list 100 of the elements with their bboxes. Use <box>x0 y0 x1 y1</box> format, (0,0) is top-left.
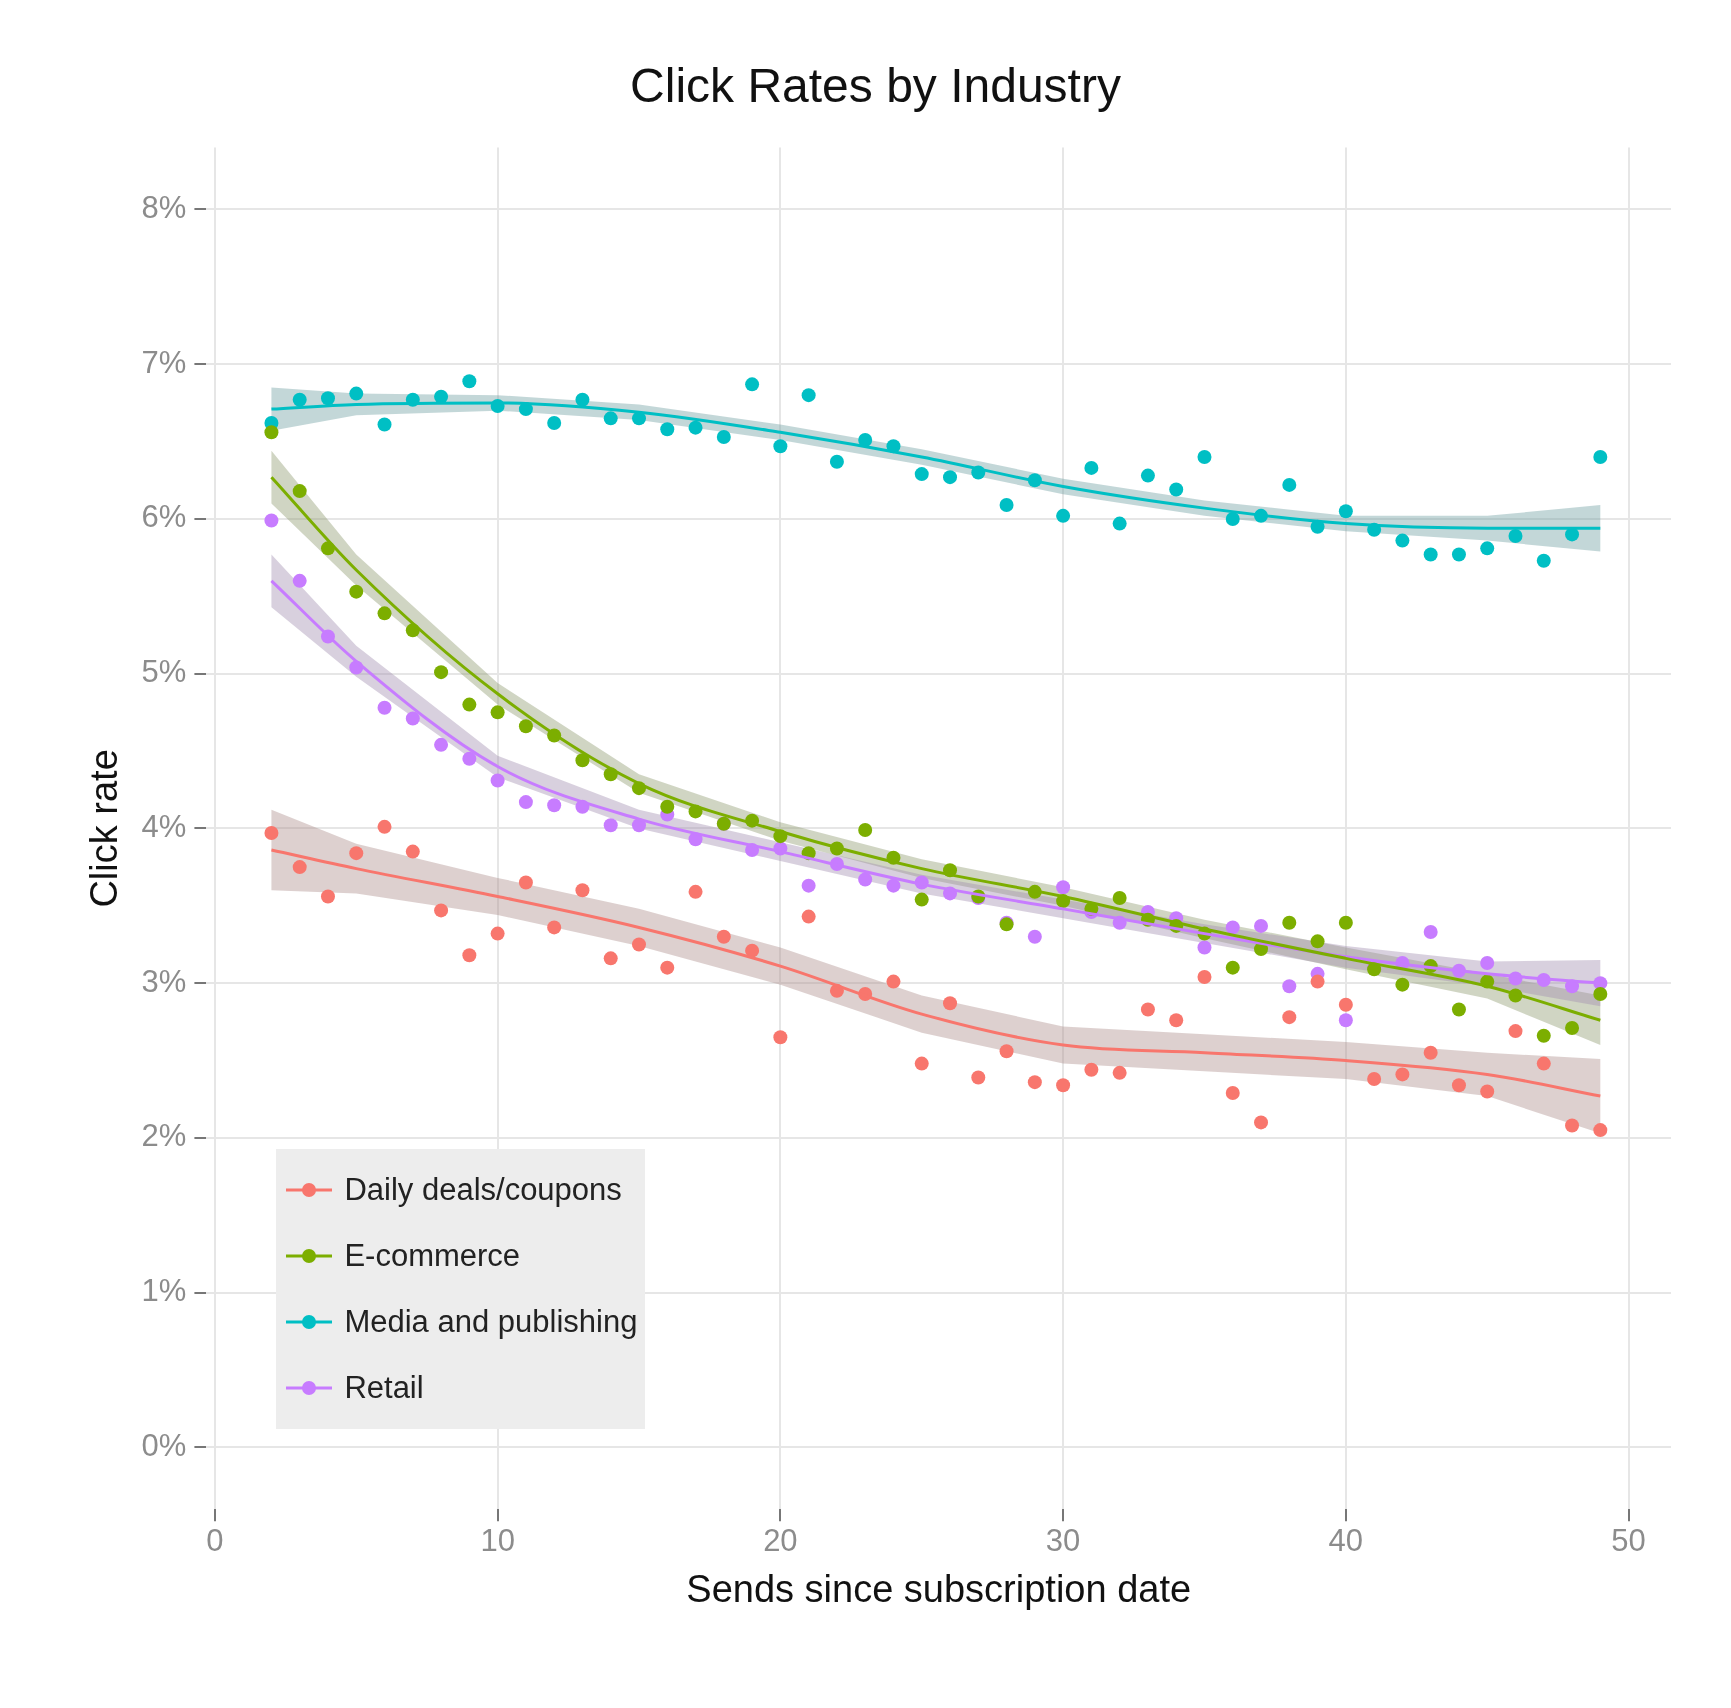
point <box>1056 1078 1071 1093</box>
point <box>971 1070 986 1085</box>
point <box>377 606 392 621</box>
point <box>434 389 449 404</box>
point <box>434 903 449 918</box>
point <box>603 951 618 966</box>
point <box>1282 979 1297 994</box>
point <box>1112 516 1127 531</box>
point <box>292 860 307 875</box>
point <box>490 773 505 788</box>
point <box>943 996 958 1011</box>
x-tick-label: 50 <box>1611 1523 1646 1559</box>
point <box>829 454 844 469</box>
point <box>1367 1072 1382 1087</box>
point <box>1480 956 1495 971</box>
point <box>405 711 420 726</box>
point <box>1395 533 1410 548</box>
point <box>660 422 675 437</box>
point <box>1056 880 1071 895</box>
point <box>1395 977 1410 992</box>
y-tick-label: 6% <box>141 499 187 535</box>
y-tick-label: 5% <box>141 654 187 690</box>
point <box>1056 508 1071 523</box>
point <box>1254 1115 1269 1130</box>
point <box>547 920 562 935</box>
point <box>1536 1056 1551 1071</box>
point <box>1565 1118 1580 1133</box>
point <box>1254 918 1269 933</box>
point <box>462 697 477 712</box>
point <box>914 1056 929 1071</box>
point <box>320 391 335 406</box>
point <box>1140 1002 1155 1017</box>
point <box>1197 940 1212 955</box>
y-tick-label: 0% <box>141 1427 187 1463</box>
point <box>1112 891 1127 906</box>
point <box>1565 1021 1580 1035</box>
point <box>349 584 364 599</box>
point <box>1508 528 1523 543</box>
point <box>377 819 392 834</box>
point <box>1112 1065 1127 1080</box>
point <box>1310 974 1325 989</box>
point <box>1423 925 1438 940</box>
point <box>1536 1028 1551 1043</box>
point <box>1225 960 1240 975</box>
point <box>858 433 873 448</box>
x-tick-label: 40 <box>1328 1523 1364 1559</box>
y-axis-title: Click rate <box>83 749 126 908</box>
point <box>858 872 873 887</box>
point <box>1593 1123 1608 1138</box>
point <box>575 883 590 898</box>
point <box>547 416 562 431</box>
point <box>320 889 335 904</box>
point <box>1338 997 1353 1012</box>
point <box>1282 915 1297 930</box>
point <box>1169 1013 1184 1028</box>
point <box>434 665 449 680</box>
point <box>1282 477 1297 492</box>
point <box>1395 1067 1410 1082</box>
point <box>1338 1013 1353 1028</box>
point <box>745 943 760 958</box>
point <box>462 948 477 963</box>
point <box>377 700 392 715</box>
legend-label: E-commerce <box>344 1238 521 1275</box>
x-tick-label: 10 <box>480 1523 515 1559</box>
point <box>773 1030 788 1045</box>
point <box>1225 511 1240 526</box>
point <box>434 737 449 752</box>
y-tick-label: 4% <box>141 808 187 844</box>
point <box>1140 468 1155 483</box>
point <box>377 417 392 432</box>
y-tick-label: 7% <box>141 344 187 380</box>
point <box>632 937 646 952</box>
line-series <box>269 848 1602 1098</box>
x-axis-title: Sends since subscription date <box>686 1567 1192 1610</box>
legend-label: Daily deals/coupons <box>344 1172 622 1209</box>
y-tick-label: 8% <box>141 190 187 226</box>
point <box>1536 553 1551 568</box>
point <box>1593 450 1608 465</box>
point <box>349 386 364 401</box>
point <box>405 844 420 859</box>
point <box>745 377 760 392</box>
point <box>264 513 279 528</box>
point <box>1197 969 1212 984</box>
point <box>490 705 505 720</box>
point <box>801 388 816 403</box>
point <box>1451 547 1466 562</box>
point <box>462 751 477 766</box>
point <box>773 439 788 454</box>
point <box>1593 986 1608 1001</box>
point <box>943 470 958 485</box>
point <box>1225 1085 1240 1100</box>
x-tick-label: 0 <box>206 1523 224 1559</box>
point <box>1451 1002 1466 1017</box>
legend-label: Retail <box>344 1370 424 1407</box>
point <box>292 573 307 588</box>
point <box>1027 929 1042 944</box>
point <box>1480 1084 1495 1099</box>
point <box>801 909 816 924</box>
point <box>518 719 533 734</box>
point <box>575 753 590 768</box>
